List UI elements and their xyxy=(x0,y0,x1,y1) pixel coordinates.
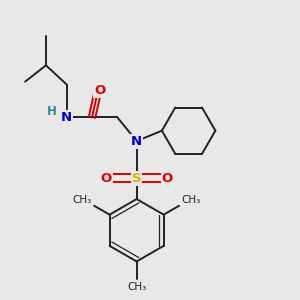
Text: H: H xyxy=(46,106,56,118)
Text: CH₃: CH₃ xyxy=(181,194,200,205)
Text: S: S xyxy=(132,172,141,185)
Text: CH₃: CH₃ xyxy=(73,194,92,205)
Text: N: N xyxy=(131,135,142,148)
Text: O: O xyxy=(100,172,112,185)
Text: O: O xyxy=(162,172,173,185)
Text: CH₃: CH₃ xyxy=(127,282,146,292)
Text: N: N xyxy=(61,111,72,124)
Text: O: O xyxy=(94,84,105,97)
